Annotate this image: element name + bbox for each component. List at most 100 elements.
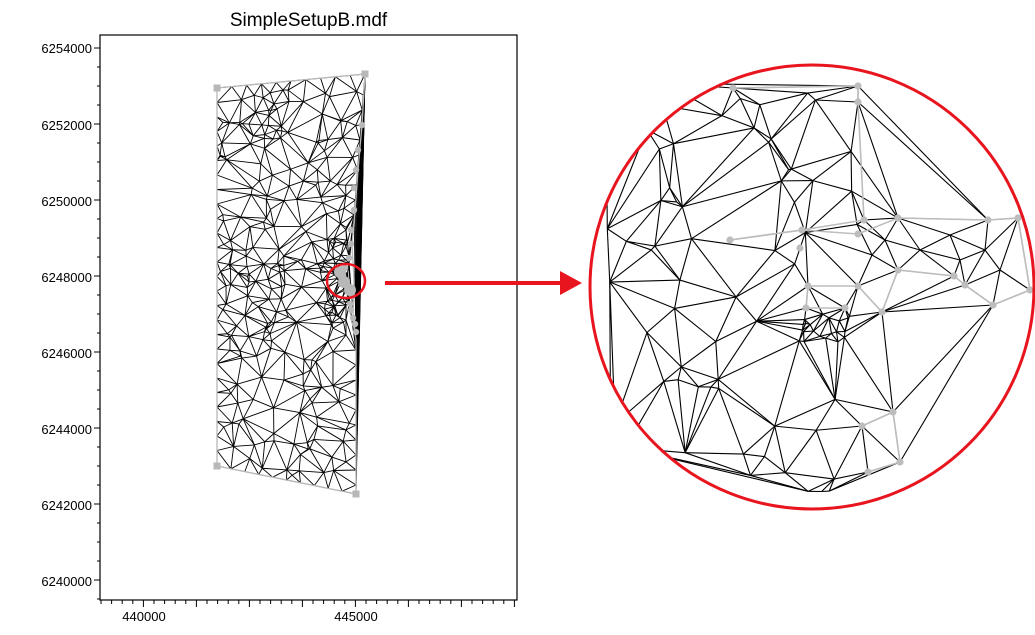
mesh-edge [338, 254, 342, 261]
mesh-edge [310, 359, 313, 371]
mesh-edge [244, 306, 259, 316]
mesh-edge [229, 264, 239, 274]
mesh-edge [307, 142, 317, 163]
mesh-edge [298, 470, 315, 486]
mesh-edge [835, 320, 840, 332]
mesh-edge [804, 313, 823, 321]
mesh-edge [332, 385, 340, 402]
mesh-edge [216, 159, 228, 176]
mesh-edge [322, 274, 336, 282]
mesh-edge [756, 318, 805, 322]
mesh-edge [328, 252, 334, 260]
mesh-edge [791, 150, 852, 170]
mesh-edge [343, 195, 347, 209]
mesh-edge [230, 284, 248, 297]
mesh-edge [304, 390, 311, 400]
mesh-edge [756, 263, 796, 322]
mesh-edge [343, 199, 356, 209]
mesh-edge [265, 225, 275, 230]
mesh-edge [984, 217, 1019, 251]
mesh-edge [322, 278, 338, 282]
mesh-edge [241, 355, 257, 359]
mesh-edge [230, 383, 238, 394]
mesh-edge [272, 469, 288, 478]
mesh-edge [316, 141, 319, 144]
mesh-edge [338, 388, 341, 402]
mesh-edge [239, 336, 250, 352]
mesh-edge [230, 226, 251, 241]
mesh-edge [263, 248, 280, 265]
mesh-edge [268, 124, 282, 127]
mesh-edge [798, 331, 805, 342]
mesh-edge [280, 137, 309, 164]
mesh-edge [335, 76, 357, 92]
mesh-edge [250, 194, 267, 219]
mesh-edge [756, 285, 809, 322]
mesh-edge [286, 469, 300, 472]
mesh-edge [302, 369, 311, 375]
mesh-edge [335, 241, 344, 244]
mesh-edge [264, 147, 291, 170]
mesh-edge [252, 247, 265, 265]
mesh-edge [273, 440, 294, 445]
mesh-edge [247, 280, 257, 288]
mesh-edge [984, 249, 1001, 271]
mesh-edge [241, 99, 256, 113]
mesh-edge [263, 263, 272, 269]
mesh-edge [317, 262, 325, 265]
mesh-edge [327, 324, 332, 342]
mesh-edge [803, 341, 836, 400]
mesh-edge [249, 135, 254, 145]
mesh-edge [221, 124, 240, 144]
boundary-node [841, 304, 849, 312]
mesh-edge [345, 334, 357, 351]
mesh-edge [301, 226, 307, 232]
mesh-edge [324, 301, 328, 305]
mesh-edge [323, 252, 329, 262]
mesh-edge [822, 307, 846, 315]
mesh-edge [255, 280, 270, 300]
mesh-edge [333, 258, 336, 264]
mesh-edge [881, 275, 955, 313]
mesh-edge [222, 309, 246, 316]
mesh-edge [228, 99, 242, 124]
mesh-edge [844, 316, 850, 332]
mesh-edge [222, 303, 227, 310]
mesh-edge [284, 351, 305, 361]
mesh-edge [241, 85, 248, 100]
mesh-edge [641, 82, 667, 89]
mesh-edge [266, 322, 275, 330]
mesh-edge [273, 440, 288, 471]
mesh-edge [242, 418, 266, 443]
mesh-edge [857, 85, 989, 221]
mesh-edge [326, 157, 331, 182]
mesh-edge [237, 272, 250, 283]
mesh-edge [280, 298, 287, 311]
mesh-edge [309, 398, 313, 404]
mesh-edge [338, 195, 347, 212]
mesh-edge [216, 261, 229, 265]
mesh-edge [283, 352, 286, 381]
mesh-edge [216, 377, 229, 391]
mesh-edge [732, 87, 761, 106]
mesh-edge [794, 263, 809, 287]
mesh-edge [216, 446, 234, 451]
mesh-edge [216, 249, 233, 263]
mesh-edge [291, 470, 300, 476]
mesh-edge [275, 130, 281, 139]
boundary-node [1014, 214, 1022, 222]
mesh-edge [681, 206, 693, 239]
mesh-edge [331, 317, 341, 324]
mesh-edge [315, 184, 322, 198]
mesh-edge [323, 456, 333, 473]
mesh-edge [609, 241, 627, 283]
mesh-edge [790, 99, 816, 170]
mesh-edge [681, 127, 755, 208]
mesh-edge [828, 317, 840, 322]
mesh-edge [223, 244, 233, 251]
mesh-edge [343, 319, 347, 323]
mesh-edge [225, 303, 246, 316]
mesh-edge [673, 115, 723, 145]
mesh-edge [305, 267, 321, 270]
mesh-edge [245, 247, 254, 251]
